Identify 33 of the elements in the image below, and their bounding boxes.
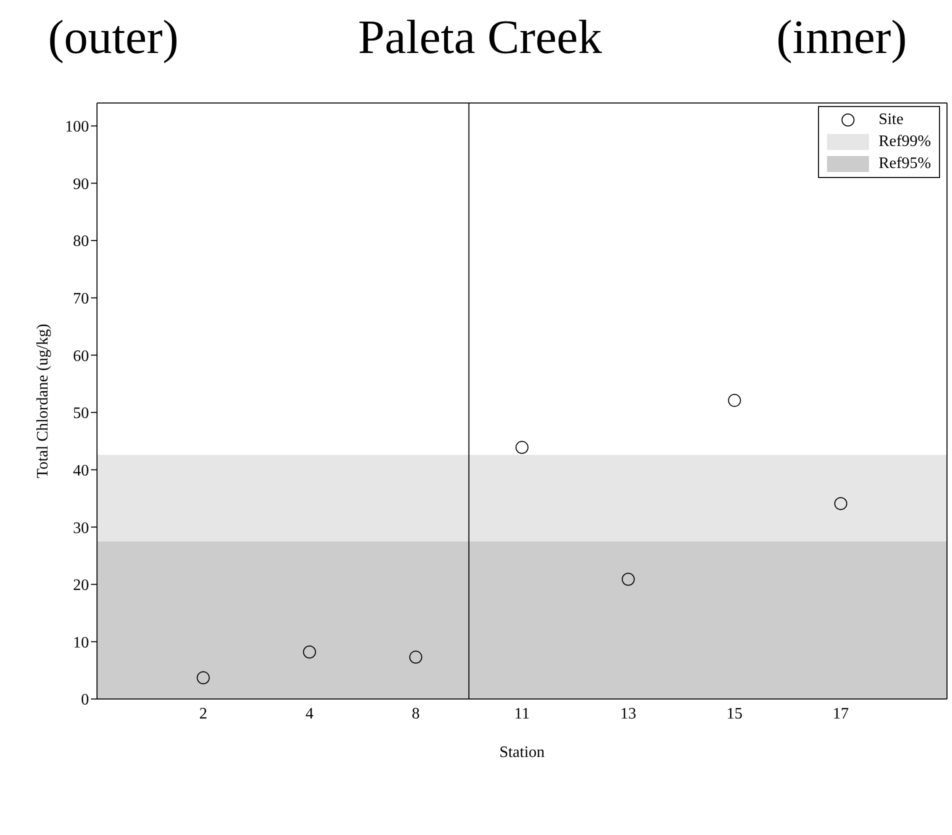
y-tick-label: 40 (73, 462, 89, 480)
x-tick-label: 15 (726, 705, 742, 722)
point (728, 394, 741, 407)
point (834, 497, 848, 510)
point (409, 650, 422, 664)
point (516, 440, 528, 454)
point (196, 671, 210, 684)
point (303, 646, 316, 659)
y-tick-label: 20 (73, 577, 89, 594)
x-tick-label: 2 (199, 705, 208, 722)
x-axis-title: Station (499, 744, 545, 761)
point (622, 572, 635, 586)
x-tick-label: 4 (306, 705, 314, 722)
text: (outer) (48, 10, 179, 65)
chart-title: Paleta Creek (358, 11, 602, 64)
x-tick-label: 8 (412, 705, 420, 722)
y-tick-label: 70 (73, 290, 89, 308)
y-tick-label: 50 (73, 405, 89, 422)
x-tick-label: 11 (514, 705, 530, 722)
legend-label: Ref95% (878, 155, 931, 173)
legend-label: Site (878, 111, 904, 129)
y-tick-label: 100 (65, 118, 89, 136)
y-tick-label: 90 (73, 176, 89, 193)
x-tick-label: 17 (832, 705, 849, 722)
text: (inner) (776, 10, 907, 65)
y-tick-label: 60 (73, 348, 89, 365)
y-tick-label: 80 (73, 233, 89, 250)
legend-label: Ref99% (878, 133, 931, 151)
y-tick-label: 0 (81, 692, 89, 709)
y-axis-title: Total Chlordane (ug/kg) (34, 324, 52, 478)
y-tick-label: 10 (73, 634, 89, 652)
y-tick-label: 30 (73, 520, 89, 537)
x-tick-label: 13 (620, 705, 636, 722)
